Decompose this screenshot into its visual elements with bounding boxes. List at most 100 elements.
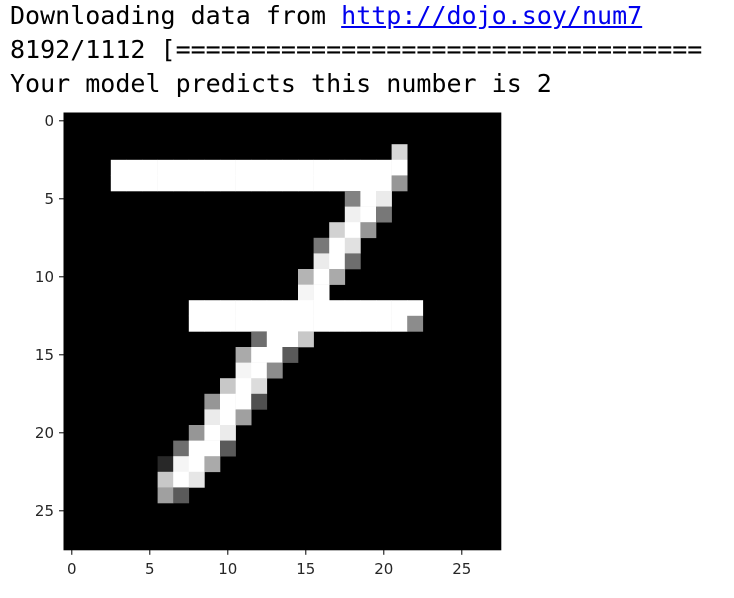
- pixel-cell: [235, 393, 252, 410]
- pixel-cell: [329, 175, 346, 192]
- x-tick-label: 20: [374, 560, 393, 578]
- pixel-cell: [282, 315, 299, 332]
- y-tick-label: 25: [35, 502, 54, 520]
- pixel-cell: [251, 159, 268, 176]
- pixel-cell: [266, 315, 283, 332]
- pixel-cell: [313, 159, 330, 176]
- pixel-cell: [344, 237, 361, 254]
- pixel-cell: [360, 159, 377, 176]
- pixel-cell: [220, 159, 236, 176]
- y-tick-label: 10: [35, 268, 54, 286]
- pixel-cell: [204, 175, 221, 192]
- pixel-cell: [360, 206, 377, 223]
- x-tick-label: 25: [452, 560, 471, 578]
- pixel-cell: [391, 300, 408, 317]
- pixel-cell: [110, 175, 127, 192]
- plot-frame: [63, 112, 502, 551]
- pixel-cell: [344, 315, 361, 332]
- pixel-cell: [235, 175, 252, 192]
- y-tick-label: 20: [35, 424, 54, 442]
- pixel-cell: [376, 315, 392, 332]
- pixel-cell: [188, 315, 205, 332]
- pixel-cell: [220, 378, 236, 395]
- pixel-cell: [251, 362, 268, 379]
- pixel-cell: [235, 378, 252, 395]
- pixel-cell: [298, 284, 314, 301]
- pixel-cell: [235, 159, 252, 176]
- pixel-cell: [298, 331, 314, 348]
- x-axis: 0 5 10 15 20 25: [67, 549, 471, 578]
- pixel-cell: [329, 237, 346, 254]
- pixel-cell: [313, 284, 330, 301]
- y-tick-label: 5: [44, 190, 54, 208]
- pixel-cell: [235, 347, 252, 363]
- pixel-cell: [407, 300, 424, 317]
- pixel-cell: [204, 300, 221, 317]
- pixel-cell: [220, 440, 236, 457]
- pixel-cell: [376, 300, 392, 317]
- pixel-cell: [313, 315, 330, 332]
- pixel-cell: [251, 331, 268, 348]
- pixel-cell: [391, 144, 408, 161]
- pixel-cell: [220, 393, 236, 410]
- pixel-cell: [282, 331, 299, 348]
- pixel-cell: [266, 175, 283, 192]
- pixel-cell: [204, 315, 221, 332]
- pixel-cell: [220, 315, 236, 332]
- pixel-cell: [266, 159, 283, 176]
- download-status-line: Downloading data from http://dojo.soy/nu…: [10, 0, 642, 32]
- pixel-cell: [220, 300, 236, 317]
- pixel-cell: [126, 175, 143, 192]
- pixel-cell: [360, 175, 377, 192]
- pixel-cell: [282, 300, 299, 317]
- pixel-cell: [204, 456, 221, 473]
- pixel-cell: [344, 191, 361, 207]
- x-tick-label: 0: [67, 560, 77, 578]
- pixel-cell: [329, 269, 346, 285]
- y-tick-label: 0: [44, 112, 54, 130]
- download-url-link[interactable]: http://dojo.soy/num7: [341, 1, 643, 30]
- pixel-cell: [329, 253, 346, 270]
- pixel-cell: [251, 300, 268, 317]
- x-tick-label: 15: [296, 560, 315, 578]
- pixel-cell: [173, 471, 190, 488]
- pixel-cell: [142, 159, 158, 176]
- pixel-cell: [235, 362, 252, 379]
- pixel-cell: [376, 191, 392, 207]
- pixel-cell: [360, 222, 377, 239]
- pixel-cell: [251, 347, 268, 363]
- y-tick-label: 15: [35, 346, 54, 364]
- pixel-cell: [157, 456, 174, 473]
- pixel-cell: [188, 471, 205, 488]
- download-prefix-text: Downloading data from: [10, 1, 342, 30]
- pixel-cell: [126, 159, 143, 176]
- pixel-cell: [313, 300, 330, 317]
- pixel-cell: [344, 206, 361, 223]
- pixel-cell: [220, 409, 236, 426]
- x-tick-label: 5: [145, 560, 155, 578]
- pixel-cell: [298, 175, 314, 192]
- pixel-cell: [313, 253, 330, 270]
- pixel-cell: [391, 175, 408, 192]
- pixel-cell: [266, 331, 283, 348]
- x-tick-label: 10: [218, 560, 237, 578]
- pixel-cell: [157, 487, 174, 504]
- pixel-cell: [376, 206, 392, 223]
- pixel-cell: [298, 315, 314, 332]
- pixel-cell: [188, 175, 205, 192]
- pixel-cell: [344, 300, 361, 317]
- pixel-cell: [235, 409, 252, 426]
- pixel-layer: [110, 144, 424, 504]
- pixel-cell: [313, 175, 330, 192]
- pixel-cell: [360, 300, 377, 317]
- pixel-cell: [329, 300, 346, 317]
- pixel-cell: [204, 440, 221, 457]
- pixel-cell: [266, 300, 283, 317]
- pixel-cell: [188, 159, 205, 176]
- pixel-cell: [376, 159, 392, 176]
- pixel-cell: [391, 159, 408, 176]
- pixel-cell: [329, 159, 346, 176]
- pixel-cell: [298, 269, 314, 285]
- pixel-cell: [298, 159, 314, 176]
- pixel-cell: [266, 347, 283, 363]
